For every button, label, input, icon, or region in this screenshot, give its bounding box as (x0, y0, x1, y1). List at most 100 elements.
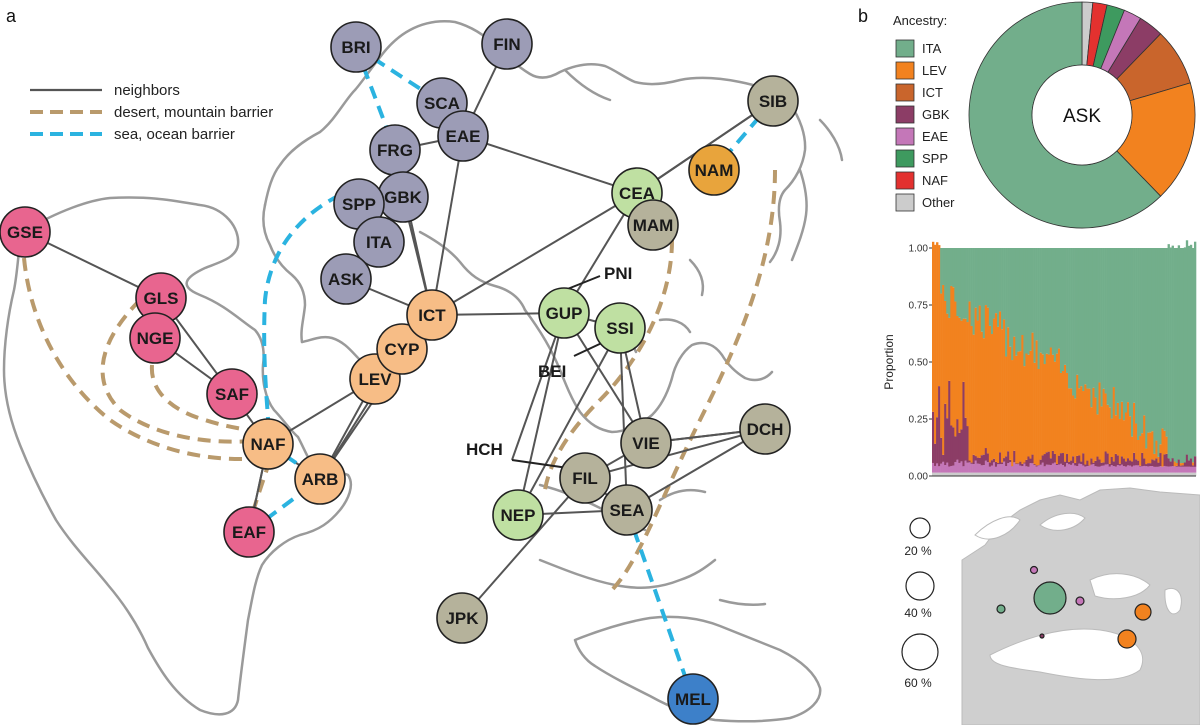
stacked-bar-7-other (946, 472, 949, 476)
stacked-bar-45-eae (1023, 463, 1026, 473)
stacked-bar-74-ita (1082, 248, 1085, 392)
stacked-bar-122-lev (1179, 463, 1183, 466)
stacked-bar-36-lev (1005, 356, 1008, 457)
stacked-bar-64-gbk (1061, 453, 1065, 466)
stacked-bar-82-gbk (1098, 459, 1101, 467)
stacked-bar-67-ita (1068, 248, 1071, 389)
stacked-bar-91-lev (1116, 402, 1120, 456)
stacked-bar-28-other (988, 472, 992, 476)
stacked-bar-86-other (1106, 472, 1109, 476)
stacked-bar-118-gbk (1171, 458, 1174, 467)
stacked-bar-48-other (1029, 472, 1032, 476)
stacked-bar-62-lev (1057, 348, 1061, 456)
stacked-bar-42-eae (1017, 464, 1020, 473)
stacked-bar-129-gbk (1193, 456, 1197, 467)
stacked-bar-104-lev (1143, 415, 1146, 459)
ancestry-label-lev: LEV (922, 63, 947, 78)
node-ict: ICT (406, 289, 458, 341)
stacked-bar-108-gbk (1151, 459, 1154, 467)
node-label-bri: BRI (341, 38, 370, 57)
stacked-bar-70-lev (1074, 398, 1077, 463)
node-circle-bri (330, 21, 382, 73)
stacked-bar-66-gbk (1066, 454, 1069, 464)
stacked-bar-43-other (1019, 472, 1022, 476)
node-ita: ITA (353, 216, 405, 268)
stacked-bar-100-lev (1135, 423, 1138, 460)
stacked-bar-15-other (962, 472, 965, 476)
node-ask: ASK (320, 253, 372, 305)
stacked-bar-57-ita (1047, 248, 1051, 355)
stacked-bar-26-eae (984, 460, 988, 473)
stacked-bar-2-eae (936, 463, 939, 473)
stacked-bar-58-ita (1049, 248, 1053, 348)
stacked-bar-88-eae (1110, 465, 1114, 473)
stacked-bar-16-eae (964, 460, 967, 473)
stacked-bar-54-other (1041, 472, 1044, 476)
stacked-bar-128-ita (1191, 248, 1195, 463)
stacked-bar-0-eae (932, 462, 935, 473)
stacked-bar-114-gbk (1163, 454, 1166, 466)
stacked-bar-70-eae (1074, 465, 1077, 473)
node-circle-gup (538, 287, 590, 339)
stacked-bar-37-lev (1007, 327, 1010, 452)
stacked-bar-18-ita (968, 248, 971, 302)
stacked-bar-5-ita (942, 248, 945, 285)
stacked-bar-93-other (1120, 472, 1124, 476)
stacked-bar-123-lev (1181, 463, 1185, 466)
stacked-bar-63-ita (1059, 248, 1063, 373)
inset-map-water-3 (974, 516, 1021, 540)
stacked-bar-14-gbk (960, 429, 963, 462)
stacked-bar-9-other (950, 472, 953, 476)
stacked-bar-62-other (1057, 472, 1061, 476)
stacked-bar-103-lev (1141, 433, 1144, 453)
stacked-bar-78-eae (1090, 464, 1093, 473)
node-label-nam: NAM (695, 161, 734, 180)
stacked-bar-68-lev (1070, 388, 1073, 461)
stacked-bar-11-other (954, 472, 957, 476)
ancestry-legend-item-naf: NAF (895, 171, 948, 190)
node-label-fil: FIL (572, 469, 598, 488)
world-map-outline (2, 20, 844, 723)
stacked-bar-126-gbk (1187, 460, 1191, 467)
stacked-bar-75-gbk (1084, 464, 1087, 467)
stacked-bar-125-ita (1185, 240, 1189, 455)
node-circle-fin (481, 18, 533, 70)
stacked-bar-13-gbk (958, 432, 961, 463)
stacked-bar-26-ita (984, 248, 988, 306)
stacked-bar-68-ita (1070, 248, 1073, 389)
node-circle-jpk (436, 592, 488, 644)
node-label-lev: LEV (358, 370, 392, 389)
stacked-ytick-3: 0.75 (909, 301, 929, 312)
stacked-bar-85-eae (1104, 464, 1107, 473)
stacked-bar-32-eae (996, 464, 1000, 473)
stacked-bar-112-gbk (1159, 453, 1162, 467)
stacked-bar-13-eae (958, 462, 961, 473)
stacked-bar-42-other (1017, 472, 1020, 476)
ancestry-swatch-spp (895, 149, 915, 168)
ancestry-swatch-eae (895, 127, 915, 146)
stacked-bar-73-gbk (1080, 461, 1083, 465)
stacked-bar-79-lev (1092, 387, 1095, 463)
stacked-bar-28-lev (988, 325, 992, 463)
stacked-bar-25-other (982, 472, 986, 476)
stacked-bar-65-eae (1064, 466, 1067, 473)
desert-barrier-siberia (610, 169, 777, 592)
stacked-bar-54-lev (1041, 354, 1044, 456)
ancestry-label-ita: ITA (922, 41, 942, 56)
stacked-bar-14-other (960, 472, 963, 476)
size-legend-label-20: 20 % (904, 544, 932, 558)
stacked-bar-78-other (1090, 472, 1093, 476)
stacked-bar-117-other (1169, 472, 1172, 476)
stacked-bar-11-eae (954, 461, 957, 473)
stacked-bar-74-gbk (1082, 453, 1085, 466)
stacked-bar-69-ita (1072, 248, 1075, 396)
stacked-bar-5-gbk (942, 454, 945, 462)
stacked-bar-25-eae (982, 465, 986, 473)
stacked-bar-36-ita (1005, 248, 1008, 357)
stacked-bar-16-gbk (964, 417, 967, 461)
stacked-bar-71-gbk (1076, 455, 1079, 467)
stacked-bar-10-lev (952, 287, 955, 428)
stacked-bar-41-ita (1015, 248, 1018, 356)
stacked-bar-75-ita (1084, 248, 1087, 385)
stacked-bar-50-gbk (1033, 464, 1036, 466)
